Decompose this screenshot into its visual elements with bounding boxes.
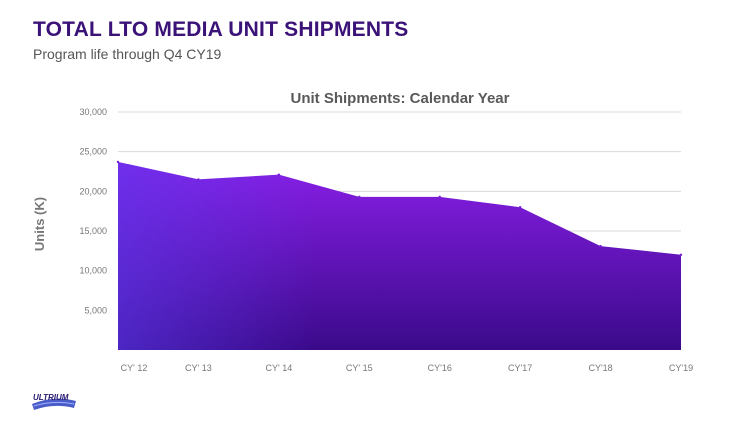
y-tick-label: 15,000: [79, 226, 107, 236]
data-point: [197, 178, 200, 181]
data-point: [679, 253, 683, 256]
y-tick-label: 10,000: [79, 266, 107, 276]
y-tick-label: 20,000: [79, 186, 107, 196]
y-tick-label: 5,000: [84, 305, 107, 315]
x-tick-label: CY' 15: [346, 363, 373, 373]
x-tick-label: CY' 14: [265, 363, 292, 373]
area-fill-highlight: [118, 161, 681, 350]
data-point: [277, 173, 281, 176]
data-point: [358, 195, 361, 199]
page-subtitle: Program life through Q4 CY19: [33, 46, 222, 62]
x-tick-label: CY' 13: [185, 363, 212, 373]
data-point: [518, 206, 522, 209]
x-tick-labels: CY' 12 CY' 13 CY' 14 CY' 15 CY'16 CY'17 CY'18 C…: [121, 363, 693, 373]
y-axis-label: Units (K): [32, 197, 47, 251]
y-tick-labels: 5,000 10,000 15,000 20,000 25,000 30,000: [79, 107, 107, 315]
ultrium-logo-icon: ULTRIUM: [32, 393, 76, 410]
x-tick-label: CY'16: [428, 363, 452, 373]
x-tick-label: CY'19: [669, 363, 693, 373]
page-title: TOTAL LTO MEDIA UNIT SHIPMENTS: [33, 18, 409, 41]
data-point: [438, 195, 441, 199]
y-tick-label: 25,000: [79, 147, 107, 157]
logo-text: ULTRIUM: [33, 393, 69, 402]
x-tick-label: CY'18: [588, 363, 612, 373]
data-point: [599, 244, 602, 248]
y-tick-label: 30,000: [79, 107, 107, 117]
data-point: [116, 160, 120, 164]
chart-title: Unit Shipments: Calendar Year: [291, 90, 510, 107]
x-tick-label: CY'17: [508, 363, 532, 373]
area-series: [116, 160, 683, 350]
x-tick-label: CY' 12: [121, 363, 148, 373]
